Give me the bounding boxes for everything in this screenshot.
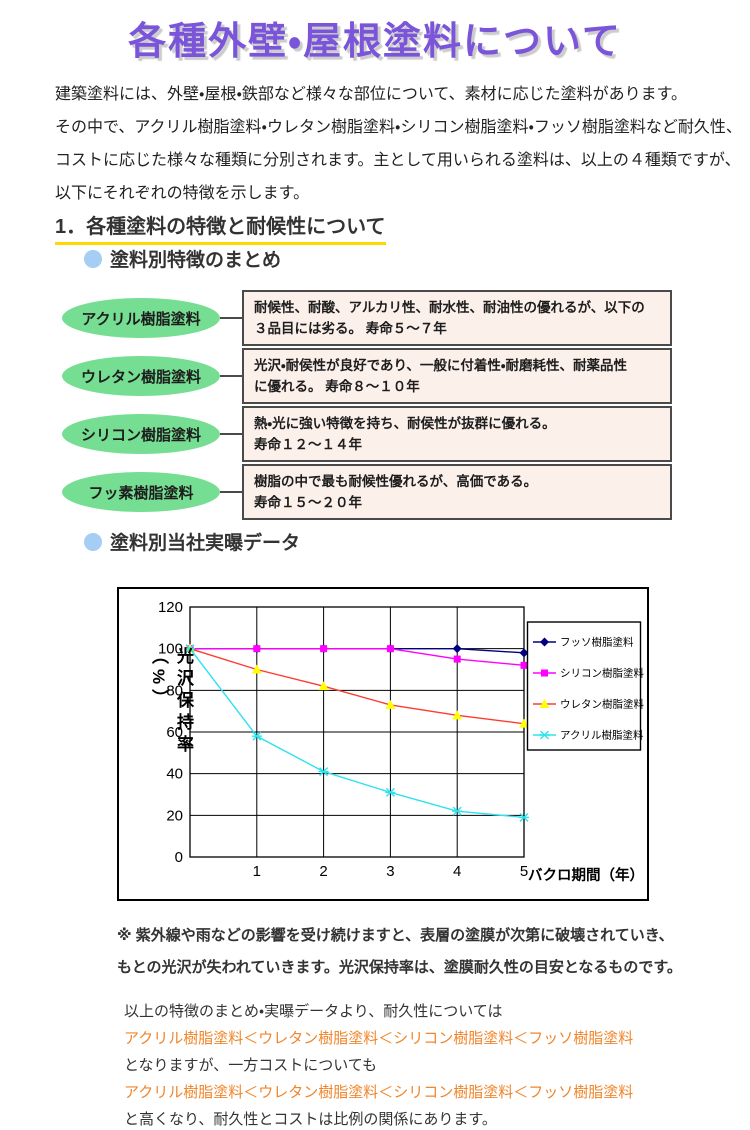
svg-text:0: 0 bbox=[175, 849, 183, 866]
svg-text:ウレタン樹脂塗料: ウレタン樹脂塗料 bbox=[560, 698, 644, 711]
paint-label-ellipse: フッ素樹脂塗料 bbox=[62, 472, 220, 512]
paint-row-acrylic: アクリル樹脂塗料 耐候性、耐酸、アルカリ性、耐水性、耐油性の優れるが、以下の ３… bbox=[62, 290, 672, 346]
paint-description-line: 光沢・耐侯性が良好であり、一般に付着性・耐磨耗性、耐薬品性 bbox=[254, 358, 628, 373]
svg-text:100: 100 bbox=[158, 641, 183, 658]
page-title: 各種外壁・屋根塗料について bbox=[128, 21, 622, 63]
paint-description-box: 樹脂の中で最も耐候性優れるが、高価である。 寿命１５～２０年 bbox=[242, 464, 672, 520]
paint-label-ellipse: アクリル樹脂塗料 bbox=[62, 298, 220, 338]
svg-text:80: 80 bbox=[166, 682, 183, 699]
chart-grid bbox=[189, 606, 525, 858]
conclusion-line: と高くなり、耐久性とコストは比例の関係にあります。 bbox=[124, 1111, 497, 1128]
svg-text:4: 4 bbox=[453, 863, 461, 880]
connector-line bbox=[220, 433, 242, 435]
subheading-label: 塗料別特徴のまとめ bbox=[110, 250, 282, 271]
series-アクリル樹脂塗料 bbox=[185, 644, 529, 822]
section-heading: 1．各種塗料の特徴と耐候性について bbox=[55, 210, 386, 245]
chart-note-line: ※ 紫外線や雨などの影響を受け続けますと、表層の塗膜が次第に破壊されていき、 bbox=[117, 927, 674, 944]
series-ウレタン樹脂塗料 bbox=[185, 643, 529, 728]
svg-text:バクロ期間（年）: バクロ期間（年） bbox=[528, 866, 644, 884]
svg-text:1: 1 bbox=[253, 863, 261, 880]
blue-circle-bullet-icon bbox=[84, 249, 102, 268]
x-axis-title: バクロ期間（年） bbox=[528, 866, 644, 884]
paint-description-line: 寿命１５～２０年 bbox=[254, 495, 362, 510]
paint-description-line: ３品目には劣る。 寿命５～７年 bbox=[254, 321, 447, 336]
paint-description-line: 樹脂の中で最も耐候性優れるが、高価である。 bbox=[254, 474, 538, 489]
paint-description-line: 寿命１２～１４年 bbox=[254, 437, 362, 452]
intro-paragraph: 建築塗料には、外壁・屋根・鉄部など様々な部位について、素材に応じた塗料があります… bbox=[55, 78, 742, 210]
intro-line: 以下にそれぞれの特徴を示します。 bbox=[55, 185, 310, 202]
paint-label-ellipse: シリコン樹脂塗料 bbox=[62, 414, 220, 454]
paint-label-ellipse: ウレタン樹脂塗料 bbox=[62, 356, 220, 396]
paint-description-line: 耐候性、耐酸、アルカリ性、耐水性、耐油性の優れるが、以下の bbox=[254, 300, 645, 315]
series-フッソ樹脂塗料 bbox=[185, 644, 529, 658]
chart-canvas: 0 20 40 60 80 100 120 1 2 3 4 5 バクロ期間（年） フッソ樹脂塗料シリコン樹… bbox=[158, 599, 645, 884]
blue-circle-bullet-icon bbox=[84, 532, 102, 551]
paint-description-line: に優れる。 寿命８～１０年 bbox=[254, 379, 420, 394]
intro-line: その中で、アクリル樹脂塗料・ウレタン樹脂塗料・シリコン樹脂塗料・フッソ樹脂塗料な… bbox=[55, 119, 742, 136]
svg-text:2: 2 bbox=[319, 863, 327, 880]
conclusion-line: となりますが、一方コストについても bbox=[124, 1057, 378, 1074]
svg-text:フッソ樹脂塗料: フッソ樹脂塗料 bbox=[560, 636, 634, 649]
connector-line bbox=[220, 317, 242, 319]
connector-line bbox=[220, 491, 242, 493]
svg-text:120: 120 bbox=[158, 599, 183, 616]
paint-description-line: 熱・光に強い特徴を持ち、耐侯性が抜群に優れる。 bbox=[254, 416, 556, 431]
paint-row-urethane: ウレタン樹脂塗料 光沢・耐侯性が良好であり、一般に付着性・耐磨耗性、耐薬品性 に… bbox=[62, 348, 672, 404]
plot-border bbox=[189, 606, 525, 858]
paint-description-box: 耐候性、耐酸、アルカリ性、耐水性、耐油性の優れるが、以下の ３品目には劣る。 寿… bbox=[242, 290, 672, 346]
paint-row-silicone: シリコン樹脂塗料 熱・光に強い特徴を持ち、耐侯性が抜群に優れる。 寿命１２～１４… bbox=[62, 406, 672, 462]
svg-text:5: 5 bbox=[520, 863, 528, 880]
intro-line: コストに応じた様々な種類に分別されます。主として用いられる塗料は、以上の４種類で… bbox=[55, 152, 741, 169]
svg-text:シリコン樹脂塗料: シリコン樹脂塗料 bbox=[560, 667, 644, 680]
paint-description-box: 熱・光に強い特徴を持ち、耐侯性が抜群に優れる。 寿命１２～１４年 bbox=[242, 406, 672, 462]
svg-text:60: 60 bbox=[166, 724, 183, 741]
cost-order: アクリル樹脂塗料＜ウレタン樹脂塗料＜シリコン樹脂塗料＜フッソ樹脂塗料 bbox=[124, 1084, 634, 1101]
svg-text:20: 20 bbox=[166, 807, 183, 824]
subheading-paint-features: 塗料別特徴のまとめ bbox=[84, 245, 281, 272]
intro-line: 建築塗料には、外壁・屋根・鉄部など様々な部位について、素材に応じた塗料があります… bbox=[55, 86, 688, 103]
durability-order: アクリル樹脂塗料＜ウレタン樹脂塗料＜シリコン樹脂塗料＜フッソ樹脂塗料 bbox=[124, 1030, 634, 1047]
y-axis-title: 光沢保持率（%） bbox=[149, 647, 193, 757]
subheading-label: 塗料別当社実曝データ bbox=[110, 533, 301, 554]
svg-text:3: 3 bbox=[386, 863, 394, 880]
connector-line bbox=[220, 375, 242, 377]
paint-row-fluorine: フッ素樹脂塗料 樹脂の中で最も耐候性優れるが、高価である。 寿命１５～２０年 bbox=[62, 464, 672, 520]
svg-text:アクリル樹脂塗料: アクリル樹脂塗料 bbox=[560, 729, 644, 742]
gloss-retention-chart: 0 20 40 60 80 100 120 1 2 3 4 5 バクロ期間（年） フッソ樹脂塗料 シリコン樹… bbox=[117, 587, 649, 901]
paint-description-box: 光沢・耐侯性が良好であり、一般に付着性・耐磨耗性、耐薬品性 に優れる。 寿命８～… bbox=[242, 348, 672, 404]
chart-note-line: もとの光沢が失われていきます。光沢保持率は、塗膜耐久性の目安となるものです。 bbox=[117, 959, 682, 976]
conclusion: 以上の特徴のまとめ・実曝データより、耐久性については アクリル樹脂塗料＜ウレタン… bbox=[124, 998, 734, 1130]
svg-text:40: 40 bbox=[166, 766, 183, 783]
axis-tick-labels: 0 20 40 60 80 100 120 1 2 3 4 5 bbox=[158, 599, 528, 880]
chart-note: ※ 紫外線や雨などの影響を受け続けますと、表層の塗膜が次第に破壊されていき、 も… bbox=[117, 920, 733, 984]
subheading-exposure-data: 塗料別当社実曝データ bbox=[84, 528, 300, 555]
conclusion-line: 以上の特徴のまとめ・実曝データより、耐久性については bbox=[124, 1003, 503, 1020]
